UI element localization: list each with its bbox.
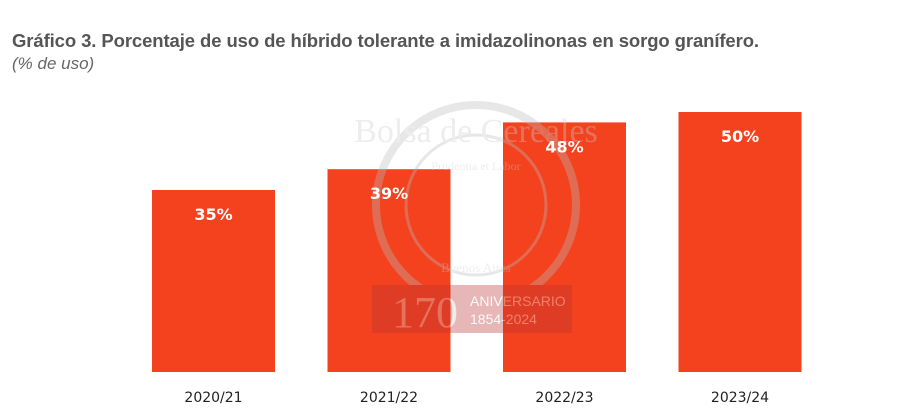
data-label: 35% — [194, 205, 232, 224]
data-label: 48% — [545, 137, 583, 156]
watermark-years: 1854-2024 — [470, 311, 537, 327]
watermark-city: Buenos Aires — [441, 260, 511, 275]
bar-2021-22 — [327, 169, 451, 372]
x-tick-label: 2020/21 — [184, 390, 242, 406]
bar-2020-21 — [152, 190, 275, 372]
watermark-number: 170 — [392, 288, 458, 337]
x-tick-label: 2021/22 — [360, 390, 418, 406]
chart-subtitle: (% de uso) — [12, 54, 95, 73]
x-tick-label: 2023/24 — [711, 390, 769, 406]
bar-2022-23 — [503, 122, 626, 373]
watermark-seal-text: Bolsa de Cereales — [354, 113, 598, 150]
x-tick-label: 2022/23 — [535, 390, 593, 406]
watermark-anniversary: ANIVERSARIO — [470, 293, 566, 309]
chart-title: Gráfico 3. Porcentaje de uso de híbrido … — [12, 30, 759, 51]
bar-2023-24 — [678, 112, 802, 372]
watermark-motto: Prudentia et Labor — [431, 159, 520, 173]
data-label: 50% — [721, 127, 759, 146]
bolsa-de-cereales-watermark: Bolsa de Cereales Prudentia et Labor Bue… — [354, 101, 598, 337]
data-label: 39% — [370, 184, 408, 203]
